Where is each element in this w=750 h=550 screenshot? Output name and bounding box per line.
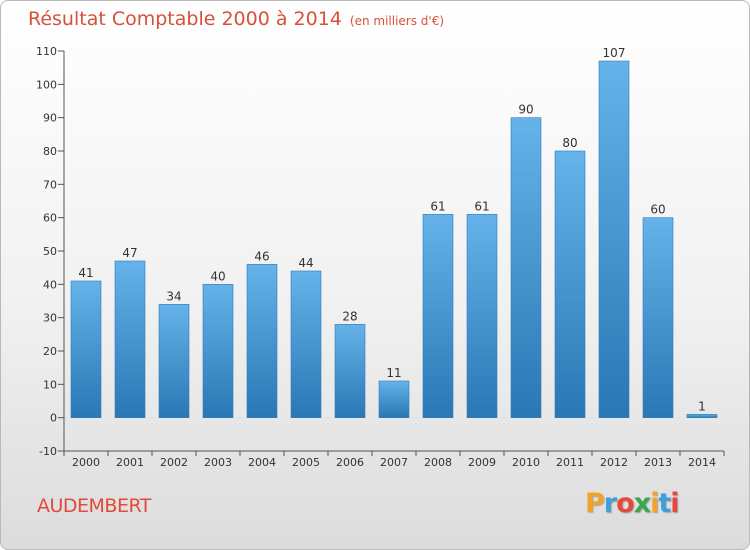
bar-2001 <box>114 260 146 418</box>
y-tick-label: 40 <box>43 278 57 291</box>
y-tick-label: 80 <box>43 145 57 158</box>
bar-2014 <box>686 414 718 418</box>
bar-2009 <box>466 214 498 418</box>
y-tick-label: 60 <box>43 212 57 225</box>
data-label-2005: 44 <box>298 256 313 270</box>
data-label-2003: 40 <box>210 269 225 283</box>
bar-2004 <box>246 264 278 418</box>
data-label-2012: 107 <box>603 46 626 60</box>
logo-letter: t <box>658 488 671 519</box>
y-tick-label: 110 <box>36 45 57 58</box>
chart-axes: -10 0 10 20 30 40 50 60 70 80 90 100 110 2000 2001 2002… <box>36 45 725 469</box>
data-label-2000: 41 <box>78 266 93 280</box>
x-tick-label: 2011 <box>556 456 584 469</box>
bar-2007 <box>378 380 410 418</box>
data-label-2009: 61 <box>474 199 489 213</box>
logo-letter: i <box>670 488 679 519</box>
bar-2006 <box>334 324 366 418</box>
proxiti-logo[interactable]: Proxiti <box>585 488 680 519</box>
x-tick-label: 2004 <box>248 456 276 469</box>
y-tick-label: 0 <box>50 412 57 425</box>
x-tick-label: 2007 <box>380 456 408 469</box>
data-label-2007: 11 <box>386 366 401 380</box>
y-tick-label: 20 <box>43 345 57 358</box>
x-tick-label: 2013 <box>644 456 672 469</box>
y-tick-label: 90 <box>43 112 57 125</box>
bar-2010 <box>510 117 542 418</box>
x-tick-label: 2010 <box>512 456 540 469</box>
y-tick-label: 50 <box>43 245 57 258</box>
data-label-2004: 46 <box>254 249 269 263</box>
bar-2005 <box>290 270 322 418</box>
logo-letter: i <box>650 488 659 519</box>
y-tick-label: 10 <box>43 378 57 391</box>
x-tick-label: 2001 <box>116 456 144 469</box>
x-tick-label: 2014 <box>688 456 716 469</box>
y-tick-label: 100 <box>36 78 57 91</box>
x-tick-label: 2009 <box>468 456 496 469</box>
logo-letter: x <box>633 488 651 519</box>
chart-data-labels: 41 47 34 40 46 44 28 11 61 61 90 80 107 60 1 <box>78 46 705 413</box>
bar-2013 <box>642 217 674 418</box>
x-tick-label: 2000 <box>72 456 100 469</box>
chart-title-text: Résultat Comptable 2000 à 2014 <box>28 8 342 30</box>
x-tick-label: 2002 <box>160 456 188 469</box>
bar-2003 <box>202 284 234 418</box>
x-tick-label: 2003 <box>204 456 232 469</box>
data-label-2011: 80 <box>562 136 577 150</box>
logo-letter: o <box>616 488 635 519</box>
x-tick-label: 2005 <box>292 456 320 469</box>
y-tick-label: 70 <box>43 178 57 191</box>
bar-2008 <box>422 214 454 418</box>
x-tick-label: 2008 <box>424 456 452 469</box>
data-label-2002: 34 <box>166 289 181 303</box>
logo-letter: P <box>585 488 605 519</box>
y-tick-label: -10 <box>39 445 57 458</box>
logo-letter: r <box>603 488 617 519</box>
data-label-2010: 90 <box>518 103 533 117</box>
x-tick-label: 2012 <box>600 456 628 469</box>
data-label-2008: 61 <box>430 199 445 213</box>
data-label-2014: 1 <box>698 399 706 413</box>
chart-title: Résultat Comptable 2000 à 2014 (en millie… <box>28 8 444 30</box>
data-label-2006: 28 <box>342 309 357 323</box>
bar-2011 <box>554 150 586 418</box>
x-tick-label: 2006 <box>336 456 364 469</box>
chart-unit-note: (en milliers d'€) <box>349 14 445 28</box>
y-tick-label: 30 <box>43 312 57 325</box>
data-label-2001: 47 <box>122 246 137 260</box>
bar-2002 <box>158 304 190 418</box>
bar-2000 <box>70 280 102 418</box>
chart-bars <box>70 60 718 418</box>
bar-2012 <box>598 60 630 418</box>
data-label-2013: 60 <box>650 203 665 217</box>
commune-name: AUDEMBERT <box>37 495 151 517</box>
